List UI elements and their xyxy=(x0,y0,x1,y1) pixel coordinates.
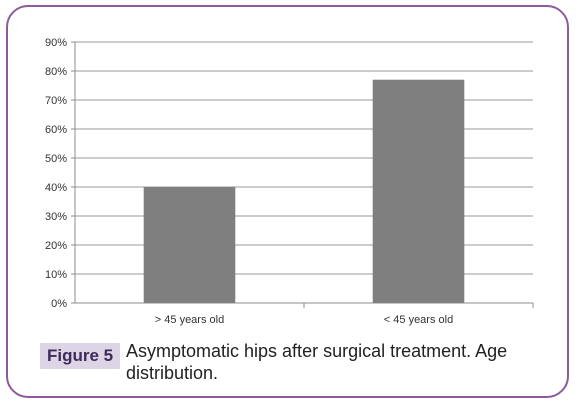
y-tick-label: 0% xyxy=(51,298,67,310)
y-tick-label: 70% xyxy=(45,95,67,107)
figure-label: Figure 5 xyxy=(40,343,121,369)
y-axis-ticks: 0% 10% 20% 30% 40% 50% 60% 70% 80% 90% xyxy=(45,37,67,310)
y-tick-label: 50% xyxy=(45,153,67,165)
bars xyxy=(143,79,465,303)
y-tick-label: 40% xyxy=(45,182,67,194)
caption-text: Asymptomatic hips after surgical treatme… xyxy=(126,341,508,383)
y-tick-label: 60% xyxy=(45,124,67,136)
x-tick-label: > 45 years old xyxy=(155,314,224,326)
x-tick-label: < 45 years old xyxy=(384,314,453,326)
y-tick-label: 10% xyxy=(45,269,67,281)
y-tick-label: 80% xyxy=(45,66,67,78)
x-axis-ticks: > 45 years old < 45 years old xyxy=(155,314,453,326)
bar xyxy=(143,187,236,303)
y-tick-label: 30% xyxy=(45,211,67,223)
bar xyxy=(372,79,465,303)
y-tick-label: 20% xyxy=(45,240,67,252)
y-tick-label: 90% xyxy=(45,37,67,49)
